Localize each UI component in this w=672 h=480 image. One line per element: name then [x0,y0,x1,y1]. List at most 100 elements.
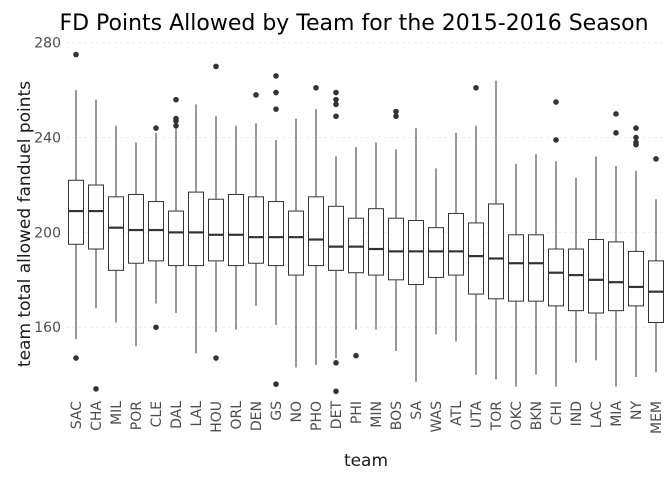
box-det [328,89,344,395]
outlier-point [333,360,339,366]
x-tick-label-dal: DAL [169,401,185,429]
iqr-box [448,212,464,276]
x-tick-label-bos: BOS [389,401,405,430]
iqr-box [328,205,344,271]
outlier-point [173,122,179,129]
x-tick-label-cle: CLE [149,401,165,427]
iqr-box [68,179,84,245]
x-tick-label-lac: LAC [589,401,605,428]
outlier-point [213,63,219,70]
iqr-box [508,234,524,302]
box-dal [168,96,184,314]
x-tick-label-por: POR [129,401,145,430]
outlier-point [333,101,339,108]
outlier-point [73,51,79,58]
outlier-point [633,125,639,131]
x-tick-label-mil: MIL [109,401,125,425]
y-tick-label: 160 [34,320,61,336]
x-tick-label-tor: TOR [489,401,505,432]
iqr-box [548,248,564,307]
box-mem [648,156,664,373]
outlier-point [393,108,399,115]
iqr-box [288,210,304,276]
outlier-point [173,96,179,103]
iqr-box [108,196,124,271]
box-mia [608,111,624,387]
iqr-box [568,248,584,312]
x-tick-label-hou: HOU [209,401,225,433]
iqr-box [528,234,544,302]
iqr-box [128,193,144,264]
box-sa [408,128,424,382]
outlier-point [333,96,339,103]
outlier-point [273,381,279,387]
iqr-box [208,198,224,262]
iqr-box [628,250,644,307]
box-uta [468,84,484,375]
x-tick-label-den: DEN [249,401,265,431]
x-tick-label-no: NO [289,401,305,423]
box-cha [88,99,104,392]
y-tick-label: 240 [34,131,61,147]
iqr-box [468,222,484,295]
box-no [288,118,304,368]
chart-title: FD Points Allowed by Team for the 2015-2… [59,11,648,36]
iqr-box [188,191,204,267]
box-lal [188,104,204,354]
outlier-point [553,137,559,143]
y-tick-label: 280 [34,36,61,52]
outlier-point [333,113,339,120]
y-axis-ticks: 160 200 240 280 [34,36,61,337]
iqr-box [168,210,184,267]
iqr-box [488,203,504,300]
box-atl [448,132,464,342]
box-cle [148,125,164,331]
outlier-point [213,355,219,361]
outlier-point [613,130,619,136]
outlier-point [553,99,559,105]
outlier-point [353,352,359,359]
x-tick-label-cha: CHA [89,401,105,431]
outlier-point [633,141,639,148]
outlier-point [313,84,319,91]
outlier-point [653,156,659,162]
outlier-point [633,134,639,141]
outlier-point [473,84,479,91]
x-tick-label-orl: ORL [229,401,245,430]
iqr-box [408,220,424,286]
x-tick-label-bkn: BKN [529,401,545,430]
iqr-box [428,227,444,278]
x-tick-label-lal: LAL [189,401,205,427]
x-tick-label-ind: IND [569,401,585,426]
boxes-layer [68,51,664,395]
x-tick-label-was: WAS [429,401,445,433]
iqr-box [268,201,284,267]
iqr-box [228,193,244,267]
outlier-point [153,125,159,131]
x-tick-label-phi: PHI [349,401,365,424]
outlier-point [333,388,339,395]
box-mil [108,125,124,323]
x-axis-title: team [344,451,388,471]
outlier-point [93,386,99,392]
x-tick-label-sa: SA [409,401,425,420]
box-bos [388,108,404,351]
x-tick-label-chi: CHI [549,401,565,425]
box-gs [268,73,284,387]
iqr-box [348,217,364,274]
outlier-point [253,92,259,98]
box-tor [488,80,504,380]
box-min [368,142,384,330]
iqr-box [368,208,384,276]
box-chi [548,99,564,387]
iqr-box [608,241,624,312]
box-den [248,92,264,306]
outlier-point [173,118,179,124]
iqr-box [88,184,104,250]
iqr-box [588,239,604,314]
outlier-point [393,113,399,120]
box-lac [588,156,604,361]
box-sac [68,51,84,361]
box-por [128,142,144,347]
